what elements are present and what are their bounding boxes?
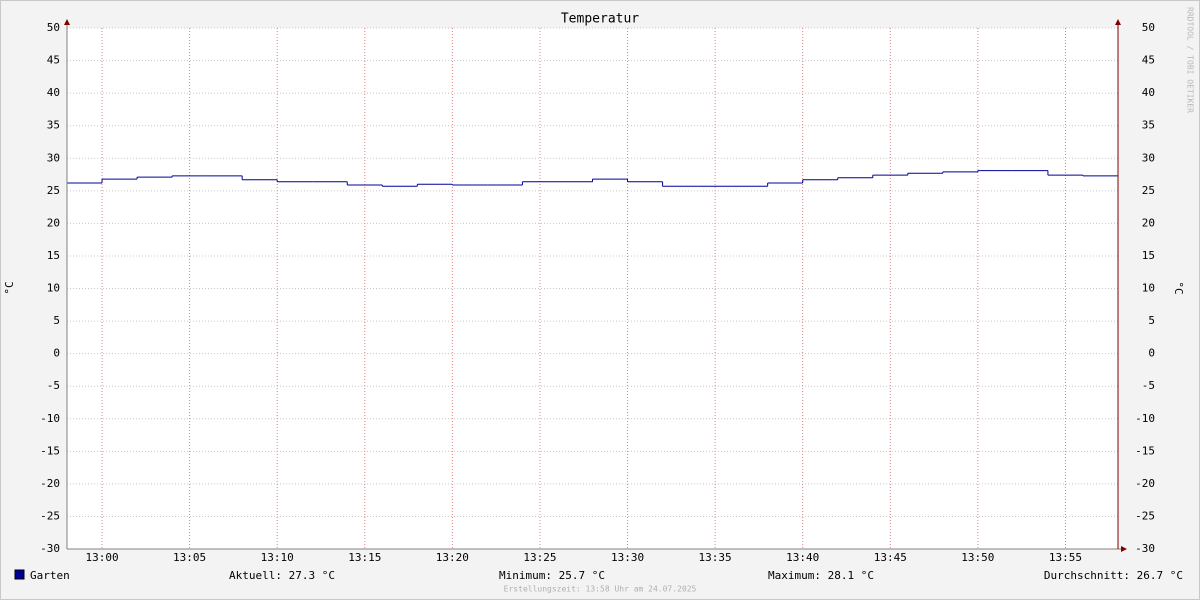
y-tick-label: 15 (47, 249, 60, 262)
y-tick-label: -20 (40, 477, 60, 490)
y-tick-label: 50 (47, 21, 60, 34)
chart-title: Temperatur (561, 12, 639, 27)
x-tick-label: 13:30 (611, 551, 644, 564)
legend-swatch (14, 569, 25, 580)
x-tick-label: 13:05 (173, 551, 206, 564)
x-tick-label: 13:35 (699, 551, 732, 564)
x-tick-label: 13:40 (786, 551, 819, 564)
y2-tick-label: -15 (1135, 444, 1155, 457)
y2-tick-label: 10 (1142, 282, 1155, 295)
y2-axis-label: °C (1172, 281, 1185, 294)
x-tick-label: 13:15 (348, 551, 381, 564)
y-tick-label: 40 (47, 86, 60, 99)
axes (64, 19, 1127, 552)
y2-tick-label: -30 (1135, 542, 1155, 555)
y-tick-label: 0 (53, 347, 60, 360)
y2-tick-label: 20 (1142, 216, 1155, 229)
x-tick-label: 13:10 (261, 551, 294, 564)
x-tick-label: 13:20 (436, 551, 469, 564)
legend: Garten Aktuell: 27.3 °C Minimum: 25.7 °C Ma… (14, 569, 1183, 582)
legend-label: Garten (30, 569, 70, 582)
y2-tick-label: 5 (1148, 314, 1155, 327)
y-tick-label: 30 (47, 151, 60, 164)
watermark: RRDTOOL / TOBI OETIKER (1186, 7, 1195, 113)
arrow (1115, 19, 1121, 25)
x-tick-label: 13:55 (1049, 551, 1082, 564)
y-tick-label: -10 (40, 412, 60, 425)
y-tick-label: 5 (53, 314, 60, 327)
footer: Erstellungszeit: 13:58 Uhr am 24.07.2025 (504, 585, 697, 594)
y2-tick-label: 35 (1142, 119, 1155, 132)
y2-tick-label: 25 (1142, 184, 1155, 197)
grid (67, 27, 1118, 550)
y2-tick-label: 45 (1142, 54, 1155, 67)
stat: Minimum: 25.7 °C (499, 569, 605, 582)
y-tick-label: 45 (47, 54, 60, 67)
x-tick-label: 13:25 (523, 551, 556, 564)
y2-tick-label: -10 (1135, 412, 1155, 425)
marks (67, 170, 1118, 187)
y2-tick-label: 0 (1148, 347, 1155, 360)
y2-tick-label: 40 (1142, 86, 1155, 99)
y2-tick-label: -25 (1135, 509, 1155, 522)
arrow (64, 19, 70, 25)
y-tick-label: 25 (47, 184, 60, 197)
y2-tick-label: -5 (1142, 379, 1155, 392)
y-axis-label: °C (3, 281, 16, 294)
y-tick-label: -5 (47, 379, 60, 392)
y-tick-label: 35 (47, 119, 60, 132)
y2-tick-label: 15 (1142, 249, 1155, 262)
stat: Aktuell: 27.3 °C (229, 569, 335, 582)
stat: Maximum: 28.1 °C (768, 569, 874, 582)
arrow (1121, 546, 1127, 552)
y2-tick-label: -20 (1135, 477, 1155, 490)
stat: Durchschnitt: 26.7 °C (1044, 569, 1183, 582)
x-tick-label: 13:00 (85, 551, 118, 564)
y-tick-label: 20 (47, 216, 60, 229)
y2-tick-label: 50 (1142, 21, 1155, 34)
y-tick-label: -25 (40, 509, 60, 522)
x-tick-label: 13:50 (961, 551, 994, 564)
x-tick-label: 13:45 (874, 551, 907, 564)
y-tick-label: -15 (40, 444, 60, 457)
y-tick-label: 10 (47, 282, 60, 295)
y2-tick-label: 30 (1142, 151, 1155, 164)
y-tick-label: -30 (40, 542, 60, 555)
